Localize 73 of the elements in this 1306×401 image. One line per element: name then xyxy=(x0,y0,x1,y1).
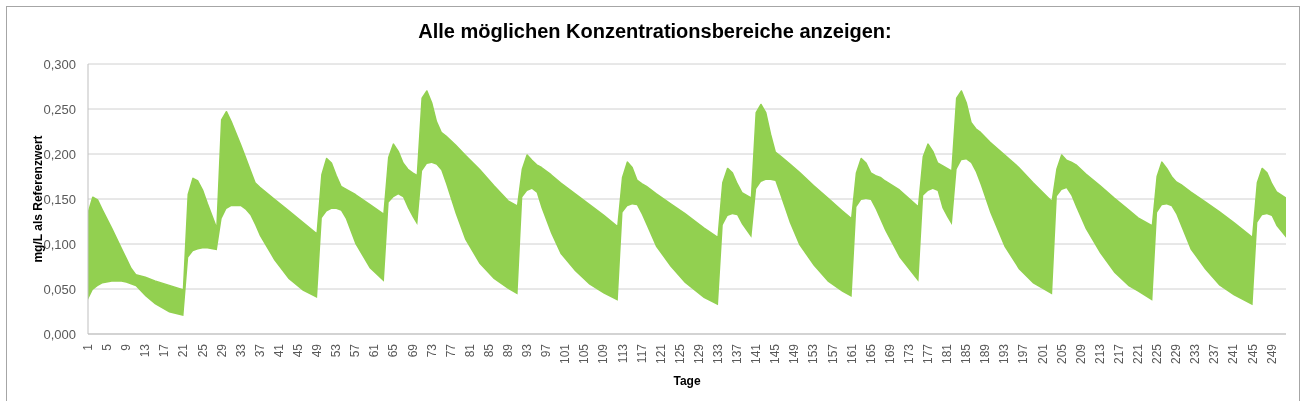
x-tick-label: 225 xyxy=(1150,343,1165,365)
y-tick-label: 0,100 xyxy=(43,236,76,252)
x-tick-label: 121 xyxy=(653,343,668,365)
y-tick-label: 0,000 xyxy=(43,326,76,342)
x-tick-label: 193 xyxy=(997,343,1012,365)
x-tick-label: 245 xyxy=(1245,343,1260,365)
x-axis-title: Tage xyxy=(673,374,701,388)
x-tick-label: 101 xyxy=(558,343,573,365)
x-tick-label: 49 xyxy=(310,343,325,358)
x-tick-label: 85 xyxy=(481,343,496,358)
x-tick-label: 209 xyxy=(1073,343,1088,365)
x-tick-label: 109 xyxy=(596,343,611,365)
y-tick-label: 0,300 xyxy=(43,56,76,72)
y-axis-title: mg/L als Referenzwert xyxy=(31,135,45,263)
x-tick-label: 153 xyxy=(806,343,821,365)
x-tick-label: 21 xyxy=(176,343,191,358)
x-tick-label: 141 xyxy=(749,343,764,365)
x-tick-label: 9 xyxy=(119,343,134,351)
x-tick-label: 61 xyxy=(367,343,382,358)
x-tick-label: 185 xyxy=(959,343,974,365)
x-tick-label: 217 xyxy=(1111,343,1126,365)
x-tick-label: 33 xyxy=(233,343,248,358)
x-tick-label: 105 xyxy=(577,343,592,365)
x-tick-label: 37 xyxy=(252,343,267,358)
y-tick-label: 0,150 xyxy=(43,191,76,207)
x-tick-label: 125 xyxy=(672,343,687,365)
x-tick-label: 133 xyxy=(711,343,726,365)
x-tick-label: 173 xyxy=(901,343,916,365)
x-tick-label: 221 xyxy=(1131,343,1146,365)
x-tick-label: 249 xyxy=(1264,343,1279,365)
x-tick-label: 237 xyxy=(1207,343,1222,365)
x-tick-label: 129 xyxy=(691,343,706,365)
x-tick-label: 57 xyxy=(348,343,363,358)
y-tick-label: 0,200 xyxy=(43,146,76,162)
y-tick-label: 0,250 xyxy=(43,101,76,117)
x-tick-label: 205 xyxy=(1054,343,1069,365)
x-tick-label: 45 xyxy=(291,343,306,358)
x-tick-label: 197 xyxy=(1016,343,1031,365)
x-tick-label: 161 xyxy=(844,343,859,365)
x-tick-label: 149 xyxy=(787,343,802,365)
x-tick-label: 145 xyxy=(768,343,783,365)
x-tick-label: 241 xyxy=(1226,343,1241,365)
x-tick-label: 1 xyxy=(81,343,95,351)
x-tick-label: 65 xyxy=(386,343,401,358)
x-tick-label: 113 xyxy=(615,343,630,364)
x-tick-label: 177 xyxy=(921,343,936,365)
x-tick-label: 233 xyxy=(1188,343,1203,365)
x-tick-label: 73 xyxy=(424,343,439,358)
x-tick-label: 229 xyxy=(1169,343,1184,365)
x-tick-label: 25 xyxy=(195,343,210,358)
x-tick-label: 93 xyxy=(520,343,535,358)
x-tick-label: 165 xyxy=(863,343,878,365)
x-tick-label: 97 xyxy=(539,343,554,358)
x-tick-label: 201 xyxy=(1035,343,1050,365)
x-tick-label: 213 xyxy=(1092,343,1107,365)
x-tick-label: 169 xyxy=(882,343,897,365)
x-tick-label: 77 xyxy=(443,343,458,358)
x-tick-label: 13 xyxy=(138,343,153,358)
x-tick-label: 157 xyxy=(825,343,840,365)
x-tick-label: 17 xyxy=(157,343,172,358)
chart-title: Alle möglichen Konzentrationsbereiche anzeigen: xyxy=(418,20,892,43)
x-tick-label: 29 xyxy=(214,343,229,358)
x-tick-label: 189 xyxy=(978,343,993,365)
x-tick-label: 89 xyxy=(501,343,516,358)
x-tick-label: 53 xyxy=(329,343,344,358)
x-tick-label: 41 xyxy=(271,343,286,358)
x-tick-label: 137 xyxy=(730,343,745,365)
x-tick-label: 117 xyxy=(634,343,649,364)
x-tick-label: 81 xyxy=(462,343,477,358)
x-tick-label: 181 xyxy=(940,343,955,365)
x-tick-label: 69 xyxy=(405,343,420,358)
x-tick-label: 5 xyxy=(100,343,115,351)
y-tick-label: 0,050 xyxy=(43,281,76,297)
